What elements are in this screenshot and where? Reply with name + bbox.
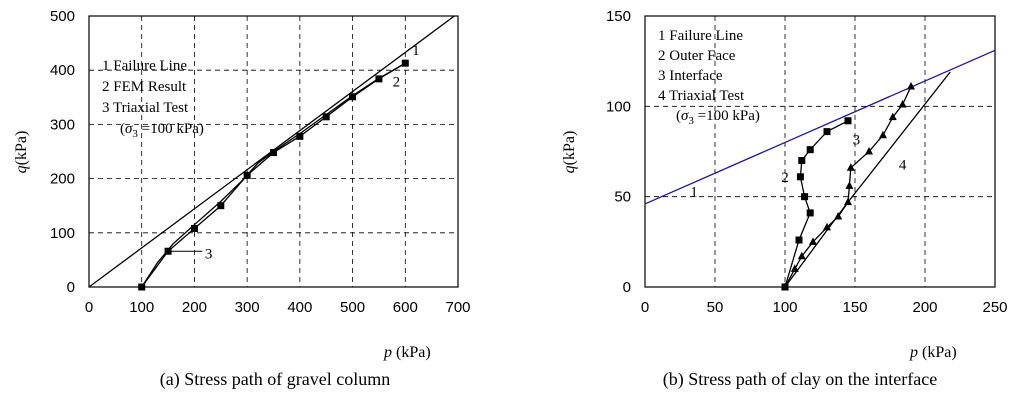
chart-b-y-axis-label: q(kPa) [561, 131, 578, 174]
chart-a-fem-result-marker [401, 59, 409, 67]
chart-b-y-tick-label: 100 [606, 98, 631, 115]
chart-b-legend-entry: 4 Triaxial Test [658, 88, 745, 104]
chart-b-interface-marker [846, 163, 855, 171]
chart-a-x-axis-label: p (kPa) [383, 344, 431, 361]
chart-a-series-triaxial-test [141, 62, 406, 287]
chart-b-x-tick-label: 150 [842, 299, 867, 316]
chart-b-x-tick-label: 200 [912, 299, 937, 316]
chart-b-interface-marker [907, 81, 915, 90]
chart-a-gravel-column: 0 100 200 300 400 500 600 700 0 100 200 300 400 500 p … [13, 8, 471, 390]
chart-b-x-tick-label: 0 [641, 299, 649, 316]
chart-b-interface-marker [797, 251, 806, 260]
chart-b-outer-face-marker [823, 128, 831, 136]
chart-b-y-tick-label: 150 [606, 8, 631, 25]
chart-b-legend-entry: (σ3 =100 kPa) [676, 108, 760, 127]
chart-a-y-tick-label: 400 [50, 62, 75, 79]
chart-a-legend-entry: 3 Triaxial Test [102, 100, 189, 116]
chart-a-y-tick-label: 200 [50, 171, 75, 188]
chart-b-curve-label: 3 [853, 132, 861, 148]
chart-a-x-tick-label: 500 [340, 299, 365, 316]
chart-b-outer-face-marker [795, 236, 803, 244]
chart-a-y-tick-label: 300 [50, 116, 75, 133]
chart-a-caption: (a) Stress path of gravel column [160, 369, 390, 390]
chart-b-series-failure-line [645, 49, 995, 205]
chart-b-outer-face-marker [801, 193, 809, 201]
chart-b-x-tick-label: 100 [772, 299, 797, 316]
chart-b-y-tick-label: 0 [623, 279, 631, 296]
chart-b-series-interface [784, 86, 912, 287]
chart-a-fem-result-marker [270, 149, 277, 157]
chart-b-legend-entry: 2 Outer Face [658, 48, 736, 64]
chart-b-interface-marker [898, 100, 907, 108]
chart-a-x-tick-label: 0 [85, 299, 93, 316]
chart-a-fem-result-marker [217, 202, 225, 210]
chart-a-x-tick-label: 700 [445, 299, 470, 316]
chart-b-interface-marker [865, 147, 873, 155]
chart-a-curve-label: 1 [412, 43, 420, 59]
chart-a-curve-label: 3 [205, 246, 213, 262]
chart-b-outer-face-marker [806, 209, 814, 217]
chart-b-legend-entry: 3 Interface [658, 68, 723, 84]
chart-b-series-outer-face [784, 120, 849, 287]
chart-b-interface-marker [888, 112, 897, 121]
chart-a-y-tick-label: 0 [67, 279, 75, 296]
chart-a-plot-frame [88, 15, 459, 288]
chart-a-legend-entry: (σ3 =100 kPa) [120, 121, 204, 140]
chart-b-plot-frame [644, 15, 996, 288]
chart-b-interface-marker [879, 130, 887, 139]
chart-b-interface-marker [809, 237, 817, 245]
chart-b-interface-marker [845, 181, 854, 189]
chart-a-x-tick-label: 600 [393, 299, 418, 316]
chart-a-y-tick-label: 500 [50, 8, 75, 25]
chart-a-legend-entry: 1 Failure Line [102, 58, 187, 74]
chart-b-outer-face-marker [844, 117, 852, 125]
chart-b-y-tick-label: 50 [614, 189, 631, 206]
chart-b-legend-entry: 1 Failure Line [658, 28, 743, 44]
chart-b-x-tick-label: 250 [982, 299, 1007, 316]
chart-a-fem-result-marker [296, 132, 304, 140]
chart-a-fem-result-marker [190, 224, 198, 232]
chart-a-x-tick-label: 300 [235, 299, 260, 316]
chart-b-x-axis-label: p (kPa) [909, 344, 957, 361]
chart-b-outer-face-marker [798, 157, 806, 165]
chart-a-x-tick-label: 400 [287, 299, 312, 316]
chart-a-curve-label: 2 [393, 74, 401, 90]
chart-a-series-fem-result [141, 62, 406, 287]
chart-b-curve-label: 2 [781, 170, 789, 186]
chart-b-curve-label: 4 [899, 158, 907, 174]
chart-a-fem-result-marker [322, 113, 330, 121]
chart-a-fem-result-marker [349, 93, 357, 101]
chart-b-curve-label: 1 [690, 185, 698, 201]
chart-b-outer-face-marker [796, 173, 804, 181]
chart-a-x-tick-label: 200 [182, 299, 207, 316]
chart-a-legend-entry: 2 FEM Result [102, 79, 187, 95]
chart-a-x-tick-label: 100 [129, 299, 154, 316]
chart-a-y-axis-label: q(kPa) [13, 131, 30, 174]
chart-b-outer-face-marker [806, 146, 814, 154]
chart-b-series-triaxial-test [784, 71, 951, 287]
chart-b-caption: (b) Stress path of clay on the interface [663, 369, 937, 390]
chart-b-clay-interface: 0 50 100 150 200 250 0 50 100 150 p (kPa) q(kPa) 1 2 3… [561, 8, 1008, 390]
chart-a-y-tick-label: 100 [50, 225, 75, 242]
chart-b-x-tick-label: 50 [707, 299, 724, 316]
